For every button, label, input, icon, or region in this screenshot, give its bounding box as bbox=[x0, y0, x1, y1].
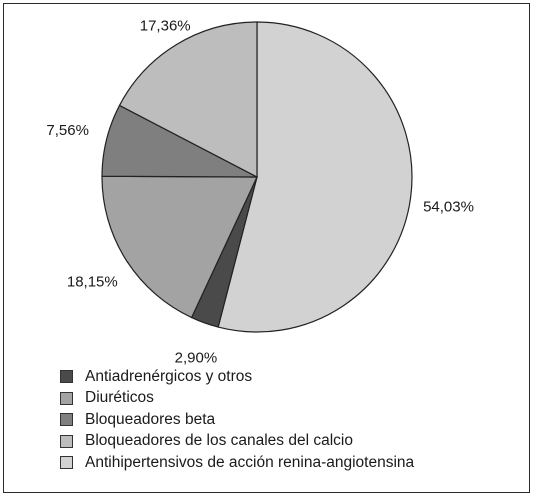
pie-slice-antihipertensivos-de-accion-renina-angiotensina bbox=[217, 21, 413, 333]
legend-item-bloqueadores-de-los-canales-del-calcio: Bloqueadores de los canales del calcio bbox=[60, 431, 414, 453]
legend-item-antihipertensivos-de-accion-renina-angiotensina: Antihipertensivos de acción renina-angio… bbox=[60, 452, 414, 474]
legend-swatch bbox=[60, 413, 73, 427]
slice-label-antiadrenergicos-y-otros: 2,90% bbox=[175, 349, 218, 366]
legend-label: Bloqueadores de los canales del calcio bbox=[85, 432, 353, 450]
legend-swatch bbox=[60, 370, 73, 384]
legend-label: Antihipertensivos de acción renina-angio… bbox=[85, 453, 415, 471]
pie-slice-diureticos bbox=[101, 175, 258, 319]
slice-label-diureticos: 18,15% bbox=[67, 273, 118, 290]
slice-label-antihipertensivos-de-accion-renina-angiotensina: 54,03% bbox=[423, 198, 474, 215]
legend-swatch bbox=[60, 434, 73, 448]
slice-label-bloqueadores-beta: 7,56% bbox=[46, 122, 89, 139]
legend-item-antiadrenergicos-y-otros: Antiadrenérgicos y otros bbox=[60, 366, 414, 388]
legend-label: Bloqueadores beta bbox=[85, 410, 216, 428]
slice-label-bloqueadores-de-los-canales-del-calcio: 17,36% bbox=[140, 18, 191, 35]
legend-swatch bbox=[60, 456, 73, 470]
legend-item-diureticos: Diuréticos bbox=[60, 388, 414, 410]
legend-label: Diuréticos bbox=[85, 389, 154, 407]
pie-slice-bloqueadores-de-los-canales-del-calcio bbox=[118, 21, 258, 178]
legend-label: Antiadrenérgicos y otros bbox=[85, 367, 253, 385]
slice-labels: 54,03% 2,90% 18,15% 7,56% 17,36% bbox=[46, 18, 474, 367]
legend-swatch bbox=[60, 391, 73, 405]
legend-item-bloqueadores-beta: Bloqueadores beta bbox=[60, 409, 414, 431]
pie-slices bbox=[101, 21, 413, 333]
chart-legend: Antiadrenérgicos y otros Diuréticos Bloque… bbox=[60, 366, 414, 474]
